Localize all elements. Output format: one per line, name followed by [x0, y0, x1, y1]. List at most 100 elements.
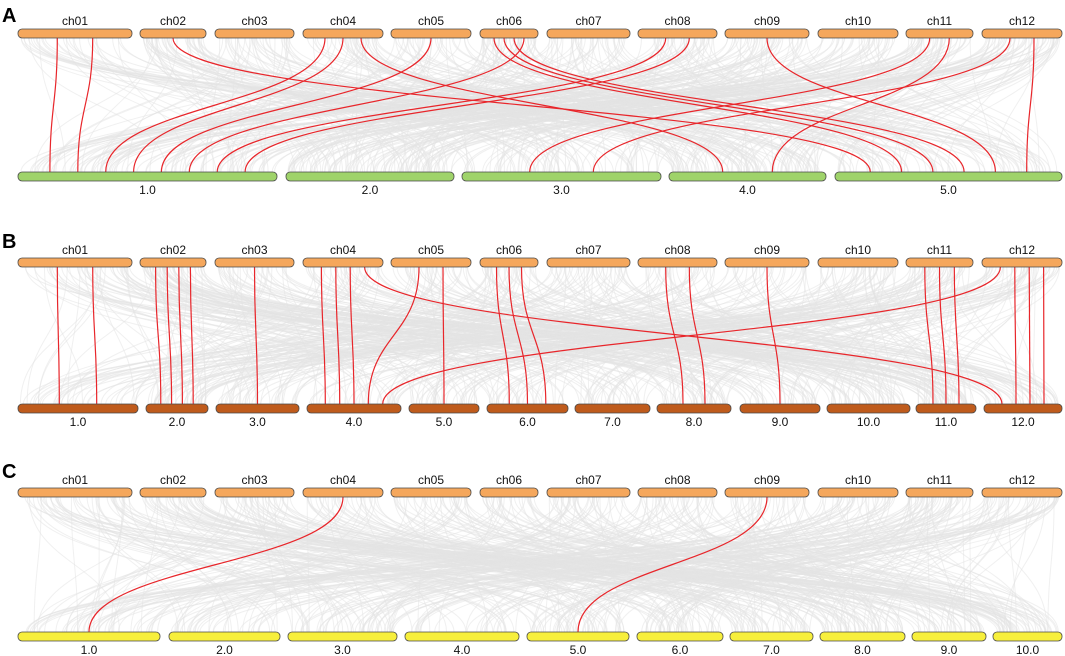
background-link	[185, 37, 520, 173]
background-link	[203, 37, 251, 173]
background-link	[154, 266, 578, 405]
background-link	[86, 266, 348, 405]
background-link	[496, 266, 531, 405]
background-link	[832, 266, 877, 405]
background-link	[40, 496, 354, 633]
background-link	[406, 37, 559, 173]
background-link	[557, 266, 845, 405]
background-link	[221, 266, 773, 405]
background-link	[84, 266, 161, 405]
background-link	[416, 496, 922, 633]
highlighted-link	[88, 496, 344, 633]
top-chromosome-ch03	[214, 257, 295, 268]
background-link	[408, 37, 937, 173]
background-link	[428, 37, 710, 173]
highlighted-link	[105, 37, 326, 173]
highlighted-link	[178, 266, 183, 405]
top-chromosome-label: ch05	[418, 243, 444, 257]
background-link	[179, 496, 352, 633]
bottom-chromosomes-b: 1.0 2.0 3.0 4.0 5.0 6.0 7.0 8.0 9.0 10.0 11.0 12.0	[17, 403, 1063, 429]
background-link	[82, 496, 428, 633]
top-chromosome-label: ch05	[418, 473, 444, 487]
highlighted-link	[771, 37, 950, 173]
bottom-chromosome-2-0	[145, 403, 209, 414]
background-link	[52, 37, 492, 173]
background-link	[780, 37, 996, 173]
top-chromosome-label: ch01	[62, 14, 88, 28]
background-link	[153, 266, 511, 405]
background-link	[265, 37, 803, 173]
background-link	[614, 266, 1058, 405]
background-link	[414, 37, 499, 173]
panel-b: B ch01 ch02 ch03 ch04 ch05 ch06 ch07 ch08 ch09 ch…	[2, 231, 1063, 429]
top-chromosome-label: ch03	[241, 473, 267, 487]
top-chromosome-ch01	[17, 257, 133, 268]
bottom-chromosome-label: 3.0	[334, 643, 351, 656]
background-link	[451, 266, 884, 405]
background-link	[159, 266, 641, 405]
background-link	[174, 37, 362, 173]
highlighted-link	[244, 37, 690, 173]
background-link	[325, 496, 642, 633]
background-link	[113, 496, 310, 633]
background-link	[797, 37, 1054, 173]
background-link	[56, 37, 634, 173]
background-link	[533, 266, 863, 405]
background-link	[37, 37, 794, 173]
top-chromosome-label: ch10	[845, 243, 871, 257]
top-chromosome-ch09	[724, 487, 810, 498]
highlighted-link	[503, 37, 934, 173]
background-link	[256, 496, 304, 633]
background-link	[117, 496, 571, 633]
background-links-a	[20, 37, 1061, 173]
background-link	[498, 496, 978, 633]
background-link	[249, 266, 885, 405]
highlighted-link	[953, 266, 960, 405]
top-chromosome-ch03	[214, 28, 295, 39]
bottom-chromosome-label: 11.0	[935, 415, 958, 429]
highlighted-link	[508, 266, 529, 405]
background-link	[121, 266, 383, 405]
highlighted-link	[155, 266, 162, 405]
background-link	[38, 496, 1058, 633]
background-link	[569, 266, 930, 405]
bottom-chromosome-label: 2.0	[362, 183, 379, 197]
top-chromosome-ch10	[817, 257, 899, 268]
background-link	[796, 37, 1044, 173]
background-link	[70, 37, 582, 173]
background-link	[257, 496, 324, 633]
background-link	[34, 37, 158, 173]
top-chromosome-ch10	[817, 487, 899, 498]
highlighted-link	[189, 266, 194, 405]
top-chromosome-label: ch08	[664, 14, 690, 28]
background-link	[838, 496, 1000, 633]
background-link	[657, 37, 920, 173]
bottom-chromosome-label: 3.0	[249, 415, 266, 429]
background-link	[430, 37, 485, 173]
highlighted-link	[253, 266, 259, 405]
background-link	[32, 496, 271, 633]
background-link	[29, 37, 757, 173]
background-link	[98, 496, 223, 633]
background-link	[56, 37, 749, 173]
bottom-chromosomes-c: 1.0 2.0 3.0 4.0 5.0 6.0 7.0 8.0 9.0 10.0	[17, 631, 1063, 656]
background-link	[220, 266, 968, 405]
top-chromosome-label: ch09	[754, 243, 780, 257]
top-chromosome-ch03	[214, 487, 295, 498]
top-chromosome-ch10	[817, 28, 899, 39]
background-link	[101, 37, 368, 173]
bottom-chromosome-12-0	[983, 403, 1063, 414]
highlighted-link	[924, 266, 934, 405]
top-chromosome-ch07	[546, 257, 631, 268]
background-link	[686, 37, 936, 173]
background-link	[844, 266, 1060, 405]
background-link	[735, 496, 972, 633]
bottom-chromosome-label: 1.0	[70, 415, 87, 429]
background-link	[691, 496, 760, 633]
top-chromosome-label: ch09	[754, 473, 780, 487]
top-chromosome-ch11	[905, 28, 974, 39]
top-chromosome-ch06	[479, 28, 539, 39]
background-link	[518, 266, 760, 405]
panel-letter-b: B	[2, 231, 16, 253]
bottom-chromosome-label: 4.0	[346, 415, 363, 429]
